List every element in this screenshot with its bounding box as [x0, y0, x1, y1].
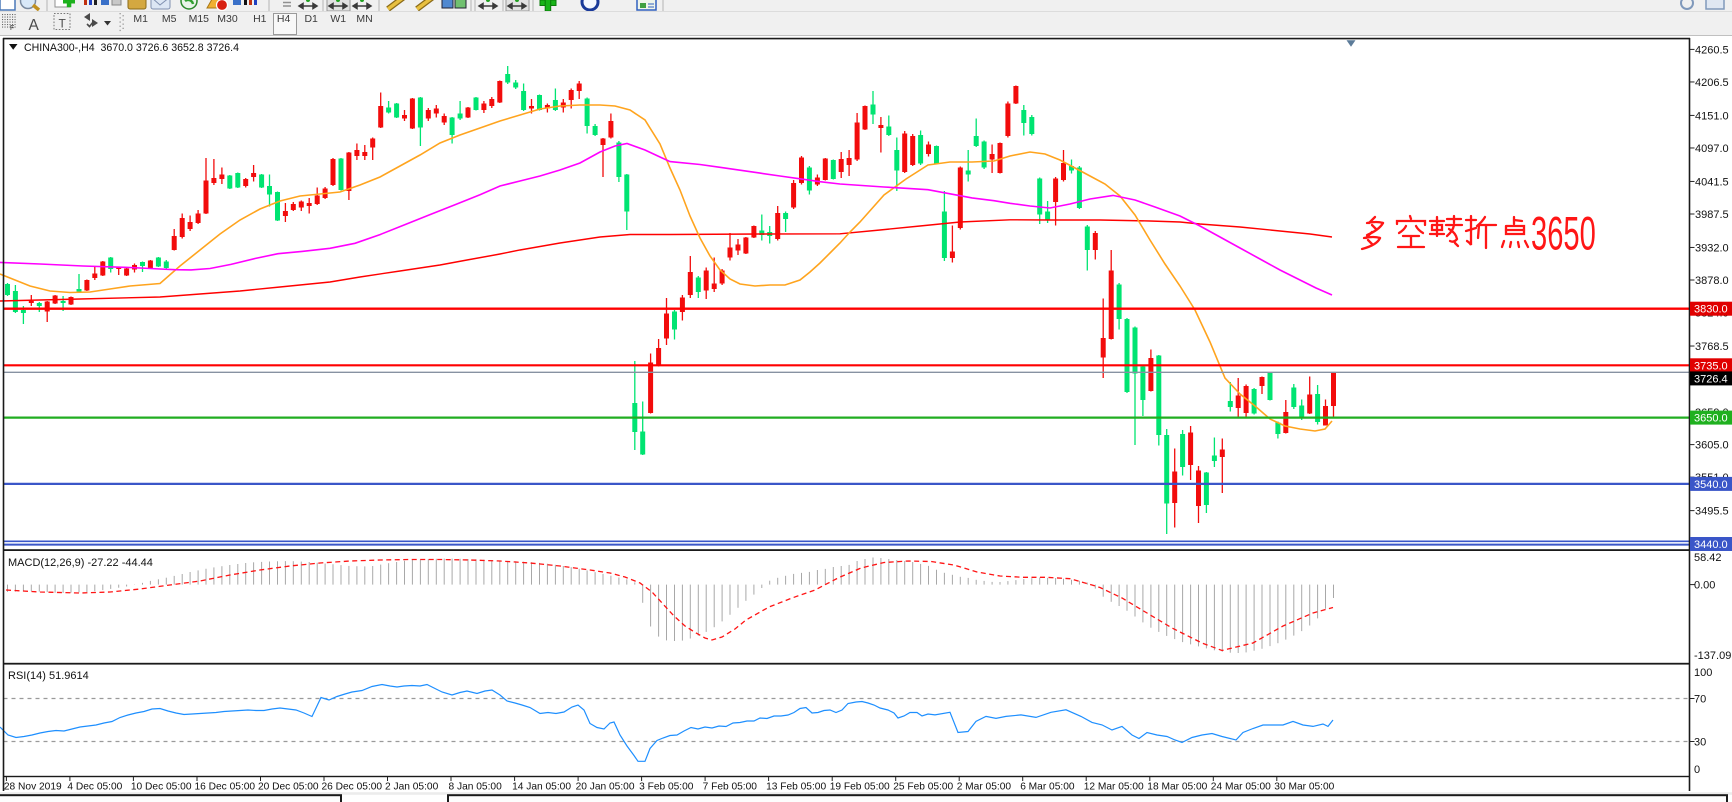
- svg-text:19 Feb 05:00: 19 Feb 05:00: [830, 782, 890, 793]
- svg-text:3878.0: 3878.0: [1695, 275, 1729, 287]
- svg-text:3540.0: 3540.0: [1694, 479, 1728, 491]
- svg-text:3 Feb 05:00: 3 Feb 05:00: [639, 782, 694, 793]
- svg-text:8 Jan 05:00: 8 Jan 05:00: [449, 782, 503, 793]
- svg-text:4260.5: 4260.5: [1695, 44, 1729, 56]
- svg-text:4097.0: 4097.0: [1695, 143, 1729, 155]
- svg-text:18 Mar 05:00: 18 Mar 05:00: [1147, 782, 1207, 793]
- svg-text:12 Mar 05:00: 12 Mar 05:00: [1084, 782, 1144, 793]
- svg-text:6 Mar 05:00: 6 Mar 05:00: [1020, 782, 1075, 793]
- svg-text:3650: 3650: [1531, 209, 1596, 261]
- svg-text:4041.5: 4041.5: [1695, 176, 1729, 188]
- svg-text:70: 70: [1694, 694, 1706, 706]
- svg-text:F: F: [10, 25, 14, 32]
- svg-text:3495.5: 3495.5: [1695, 506, 1729, 518]
- svg-text:16 Dec 05:00: 16 Dec 05:00: [195, 782, 256, 793]
- svg-text:3987.5: 3987.5: [1695, 209, 1729, 221]
- svg-text:RSI(14) 51.9614: RSI(14) 51.9614: [8, 670, 89, 682]
- svg-text:-137.09: -137.09: [1694, 650, 1731, 662]
- svg-text:2 Jan 05:00: 2 Jan 05:00: [385, 782, 439, 793]
- svg-text:3830.0: 3830.0: [1694, 304, 1728, 316]
- svg-text:0: 0: [1694, 764, 1700, 776]
- svg-text:3735.0: 3735.0: [1694, 360, 1728, 372]
- svg-text:4206.5: 4206.5: [1695, 77, 1729, 89]
- svg-text:10 Dec 05:00: 10 Dec 05:00: [131, 782, 192, 793]
- svg-text:MACD(12,26,9) -27.22 -44.44: MACD(12,26,9) -27.22 -44.44: [8, 557, 153, 569]
- svg-text:CHINA300-,H4 3670.0 3726.6 36: CHINA300-,H4 3670.0 3726.6 3652.8 3726.4: [24, 42, 239, 54]
- svg-text:24 Mar 05:00: 24 Mar 05:00: [1211, 782, 1271, 793]
- svg-text:28 Nov 2019: 28 Nov 2019: [4, 782, 62, 793]
- svg-text:20 Dec 05:00: 20 Dec 05:00: [258, 782, 319, 793]
- svg-text:4 Dec 05:00: 4 Dec 05:00: [67, 782, 122, 793]
- svg-text:30 Mar 05:00: 30 Mar 05:00: [1274, 782, 1334, 793]
- svg-text:3605.0: 3605.0: [1695, 440, 1729, 452]
- svg-text:30: 30: [1694, 737, 1706, 749]
- svg-text:100: 100: [1694, 667, 1712, 679]
- svg-text:A: A: [29, 17, 40, 34]
- svg-text:3768.5: 3768.5: [1695, 341, 1729, 353]
- svg-text:0.00: 0.00: [1694, 580, 1715, 592]
- svg-text:2 Mar 05:00: 2 Mar 05:00: [957, 782, 1012, 793]
- svg-text:25 Feb 05:00: 25 Feb 05:00: [893, 782, 953, 793]
- svg-text:7 Feb 05:00: 7 Feb 05:00: [703, 782, 758, 793]
- svg-text:14 Jan 05:00: 14 Jan 05:00: [512, 782, 571, 793]
- svg-text:20 Jan 05:00: 20 Jan 05:00: [576, 782, 635, 793]
- svg-text:T: T: [59, 17, 67, 31]
- svg-text:26 Dec 05:00: 26 Dec 05:00: [322, 782, 383, 793]
- svg-text:3932.0: 3932.0: [1695, 243, 1729, 255]
- svg-text:13 Feb 05:00: 13 Feb 05:00: [766, 782, 826, 793]
- svg-text:58.42: 58.42: [1694, 552, 1722, 564]
- svg-text:3440.0: 3440.0: [1694, 539, 1728, 551]
- svg-text:4151.0: 4151.0: [1695, 110, 1729, 122]
- svg-text:3650.0: 3650.0: [1694, 413, 1728, 425]
- svg-text:3726.4: 3726.4: [1694, 373, 1728, 385]
